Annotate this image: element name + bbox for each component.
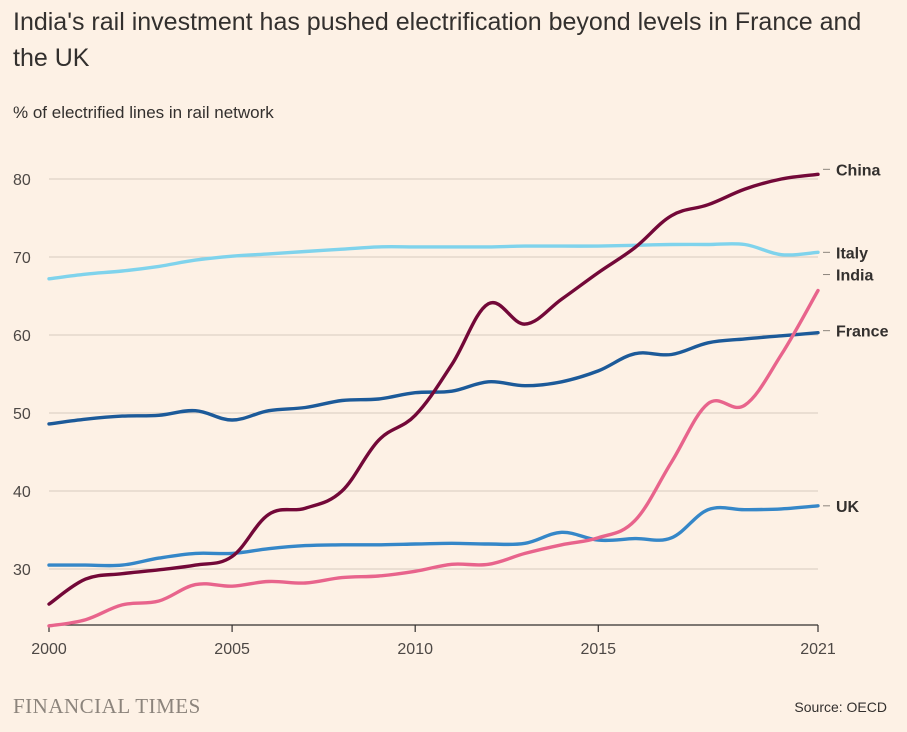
series-line-india bbox=[47, 288, 820, 628]
y-tick-label-80: 80 bbox=[13, 172, 31, 189]
x-tick-label-2021: 2021 bbox=[800, 641, 836, 658]
x-tick-label-2015: 2015 bbox=[580, 641, 616, 658]
line-chart: 30 40 50 60 70 80 2000 2005 2010 2015 2021 Italy U… bbox=[13, 162, 889, 658]
series-lines bbox=[47, 172, 820, 628]
series-labels: Italy UK France India China bbox=[823, 162, 889, 516]
y-tick-label-50: 50 bbox=[13, 406, 31, 423]
x-tick-label-2000: 2000 bbox=[31, 641, 67, 658]
series-line-italy bbox=[47, 242, 820, 281]
source-note: Source: OECD bbox=[794, 699, 887, 715]
brand-logo: FINANCIAL TIMES bbox=[13, 694, 201, 718]
gridlines bbox=[49, 178, 818, 570]
y-tick-label-60: 60 bbox=[13, 328, 31, 345]
series-label-france: France bbox=[836, 324, 889, 341]
series-label-uk: UK bbox=[836, 499, 860, 516]
x-axis: 2000 2005 2010 2015 2021 bbox=[31, 624, 836, 658]
y-tick-label-40: 40 bbox=[13, 484, 31, 501]
series-line-uk bbox=[47, 504, 820, 568]
series-label-china: China bbox=[836, 162, 881, 179]
y-axis-ticks: 30 40 50 60 70 80 bbox=[13, 172, 31, 579]
series-line-china bbox=[47, 172, 820, 606]
chart-title: India's rail investment has pushed elect… bbox=[13, 8, 862, 72]
y-tick-label-70: 70 bbox=[13, 250, 31, 267]
x-tick-label-2005: 2005 bbox=[214, 641, 250, 658]
y-tick-label-30: 30 bbox=[13, 562, 31, 579]
series-label-italy: Italy bbox=[836, 245, 868, 262]
x-tick-label-2010: 2010 bbox=[397, 641, 433, 658]
chart-subtitle: % of electrified lines in rail network bbox=[13, 103, 274, 122]
series-label-india: India bbox=[836, 268, 873, 285]
